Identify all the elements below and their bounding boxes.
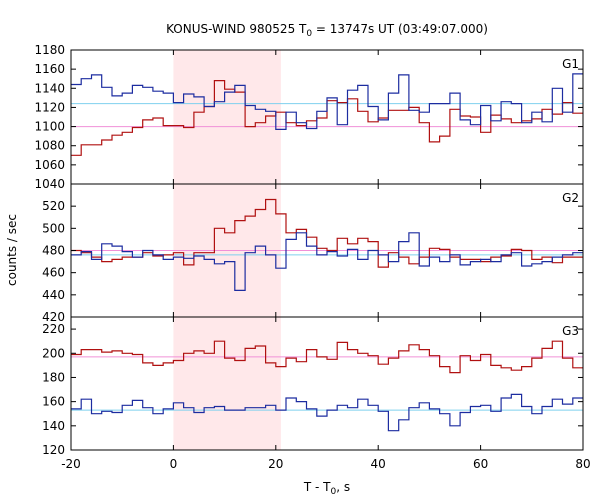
y-axis-label: counts / sec (5, 214, 19, 286)
G3-ytick-label: 140 (42, 419, 65, 433)
G3-ytick-label: 180 (42, 370, 65, 384)
G3-series-1 (71, 340, 583, 374)
frame-layer (70, 49, 584, 451)
G1-ytick-label: 1140 (34, 81, 65, 95)
G3-ytick-label: 160 (42, 395, 65, 409)
G1-ytick-label: 1160 (34, 62, 65, 76)
x-tick-label: 20 (268, 457, 283, 471)
G2-series-2 (71, 232, 583, 291)
G3-ytick-label: 120 (42, 443, 65, 457)
G1-ytick-label: 1180 (34, 43, 65, 57)
x-axis-label: T - T0, s (303, 480, 350, 497)
G2-ytick-label: 420 (42, 310, 65, 324)
G3-ytick-label: 200 (42, 346, 65, 360)
G1-ytick-label: 1120 (34, 100, 65, 114)
x-tick-label: 40 (371, 457, 386, 471)
G3-ytick-label: 220 (42, 322, 65, 336)
G2-ytick-label: 520 (42, 199, 65, 213)
x-tick-label: 60 (473, 457, 488, 471)
chart-title: KONUS-WIND 980525 T0 = 13747s UT (03:49:… (166, 22, 488, 39)
text-layer: 1040 1060 1080 1100 1120 1140 1160 1180 G1 420 440… (5, 22, 591, 497)
G3-frame (70, 316, 584, 451)
x-tick-label: -20 (61, 457, 81, 471)
G2-ytick-label: 460 (42, 266, 65, 280)
G2-ytick-label: 440 (42, 288, 65, 302)
G3-panel-label: G3 (562, 324, 579, 338)
G3-series-2 (71, 393, 583, 432)
G1-series-1 (71, 80, 583, 156)
G2-ytick-label: 500 (42, 221, 65, 235)
G2-panel-label: G2 (562, 191, 579, 205)
x-tick-label: 0 (170, 457, 178, 471)
G1-panel-label: G1 (562, 57, 579, 71)
G1-series-2 (71, 73, 583, 130)
G1-ytick-label: 1100 (34, 120, 65, 134)
G2-ytick-label: 480 (42, 244, 65, 258)
G1-ytick-label: 1040 (34, 177, 65, 191)
G1-ytick-label: 1060 (34, 158, 65, 172)
x-tick-label: 80 (575, 457, 590, 471)
G2-series-1 (71, 198, 583, 268)
G1-ytick-label: 1080 (34, 139, 65, 153)
series-layer (71, 73, 583, 432)
